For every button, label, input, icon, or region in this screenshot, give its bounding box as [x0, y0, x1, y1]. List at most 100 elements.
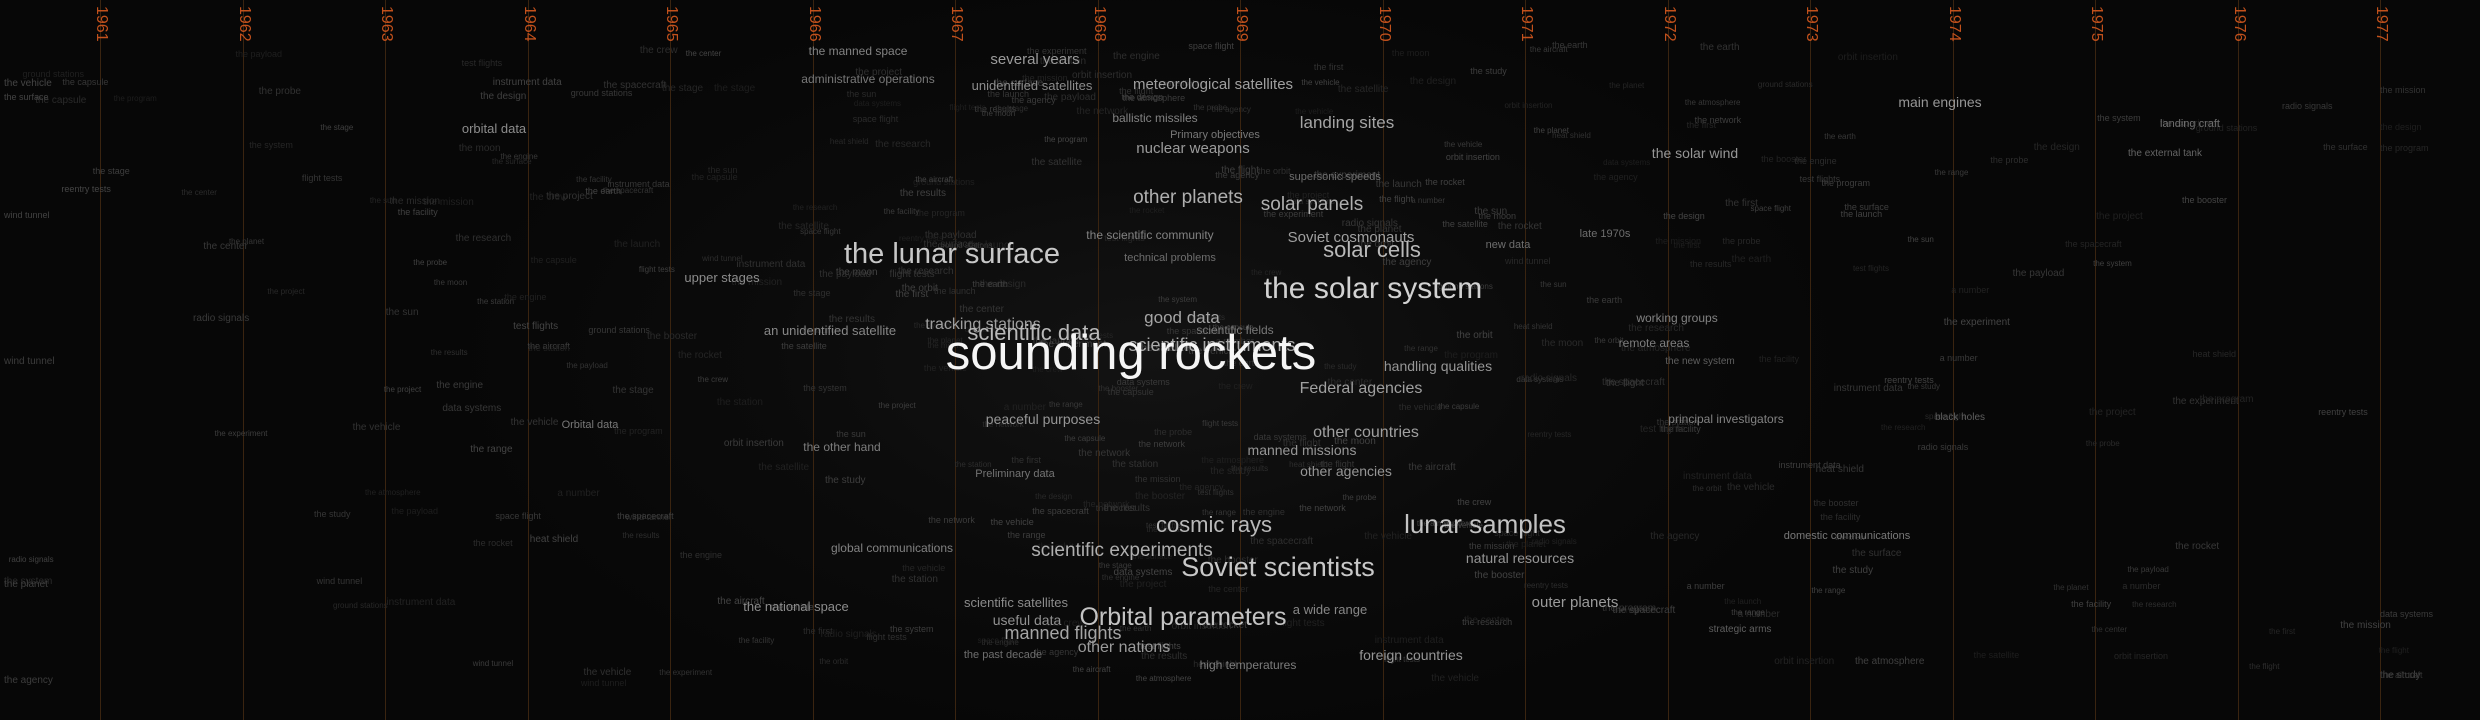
background-word: data systems [1603, 157, 1651, 167]
background-word: the system [2097, 112, 2141, 123]
background-word: the engine [504, 291, 547, 302]
background-word: the program [916, 207, 965, 218]
background-word: the engine [500, 152, 538, 162]
background-word: the vehicle [990, 516, 1034, 527]
background-word: radio signals [1341, 218, 1398, 230]
background-word: the first [1725, 198, 1758, 210]
phrase: handling qualities [1383, 357, 1493, 374]
phrase: landing craft [2160, 118, 2220, 131]
background-word: the project [546, 191, 593, 203]
background-word: the vehicle [902, 562, 946, 573]
background-word: the aircraft [1529, 44, 1568, 54]
background-word: the capsule [530, 255, 577, 266]
background-word: ground stations [2195, 123, 2258, 134]
background-word: the range [470, 443, 513, 455]
background-word: the surface [4, 91, 49, 102]
background-word: the project [855, 67, 903, 79]
background-word: the facility [1820, 512, 1861, 523]
phrase: global communications [830, 541, 954, 556]
year-label: 1974 [1945, 6, 1963, 42]
background-word: test flights [1799, 173, 1841, 184]
background-word: the flight [1320, 458, 1355, 469]
background-word: the capsule [691, 171, 738, 182]
background-word: the planet [1609, 81, 1645, 91]
background-word: the satellite [1337, 83, 1389, 95]
background-word: the satellite [1031, 156, 1083, 168]
background-word: the earth [1700, 42, 1740, 54]
background-word: the aircraft [1072, 664, 1111, 674]
background-word: wind tunnel [702, 254, 743, 264]
background-word: the facility [397, 207, 438, 218]
background-word: the mission [1468, 540, 1515, 551]
year-line [2380, 0, 2381, 720]
background-word: the launch [933, 285, 976, 296]
background-word: the research [455, 232, 512, 244]
background-word: the flight [1379, 193, 1414, 204]
background-word: the planet [1506, 539, 1546, 549]
background-word: the mission [2380, 85, 2426, 96]
background-word: reentry tests [1527, 429, 1572, 439]
background-word: ground stations [1438, 281, 1493, 291]
background-word: the flight [2249, 661, 2280, 671]
year-line [2237, 0, 2239, 720]
background-word: the network [1076, 106, 1129, 118]
background-word: the planet [1357, 223, 1402, 235]
year-line [385, 0, 386, 720]
background-word: data systems [1116, 376, 1170, 387]
year-label: 1967 [948, 6, 965, 42]
background-word: the engine [679, 550, 722, 561]
background-word: the planet [927, 336, 963, 346]
background-word: the sun [1474, 206, 1508, 218]
background-word: the research [1628, 323, 1684, 335]
background-word: heat shield [1815, 464, 1864, 476]
background-word: the moon [1541, 338, 1584, 350]
background-word: the atmosphere [1854, 656, 1925, 668]
background-word: the rocket [1095, 503, 1136, 514]
background-word: the engine [1242, 507, 1285, 518]
background-word: the agency [4, 674, 53, 686]
background-word: space flight [1925, 411, 1966, 421]
year-line [2095, 0, 2096, 720]
background-word: the study [1210, 465, 1251, 477]
background-word: the engine [436, 380, 484, 392]
background-word: the station [716, 397, 763, 409]
background-word: radio signals [2282, 101, 2333, 112]
background-word: the range [1404, 343, 1438, 353]
background-word: orbit insertion [1445, 151, 1500, 162]
background-word: the station [1039, 55, 1087, 67]
background-word: the experiment [1040, 339, 1107, 351]
background-word: test flights [1145, 520, 1182, 530]
background-word: the system [249, 140, 293, 151]
background-word: the research [1880, 423, 1926, 433]
phrase: peaceful purposes [985, 410, 1101, 427]
background-word: ground stations [937, 241, 993, 251]
background-word: instrument data [607, 179, 670, 190]
background-word: the network [982, 419, 1024, 429]
background-word: the rocket [1497, 220, 1542, 232]
background-word: the aircraft [915, 174, 954, 184]
background-word: the capsule [1107, 387, 1154, 398]
phrase: the manned space [808, 44, 908, 59]
background-word: a number [1411, 196, 1446, 206]
background-word: radio signals [1531, 537, 1577, 547]
background-word: the network [1078, 447, 1131, 459]
background-word: the mission [389, 195, 441, 207]
background-word: the range [1811, 585, 1846, 595]
background-word: the earth [585, 185, 621, 196]
background-word: the probe [1154, 427, 1193, 437]
background-word: flight tests [638, 265, 675, 275]
background-word: the vehicle [1188, 345, 1237, 357]
background-word: reentry tests [1884, 374, 1934, 385]
background-word: the design [2380, 122, 2422, 133]
background-word: the surface [923, 239, 974, 251]
background-word: the launch [802, 326, 840, 335]
phrase: natural resources [1465, 549, 1575, 566]
background-word: the engine [1794, 155, 1837, 166]
background-word: the spacecraft [602, 185, 654, 195]
phrase: unidentified satellites [971, 77, 1093, 93]
background-word: test flights [1640, 423, 1686, 435]
background-word: the atmosphere [1621, 342, 1691, 354]
background-word: the range [1202, 508, 1236, 518]
year-label: 1975 [2088, 6, 2105, 42]
phrase: sounding rockets [945, 325, 1317, 380]
